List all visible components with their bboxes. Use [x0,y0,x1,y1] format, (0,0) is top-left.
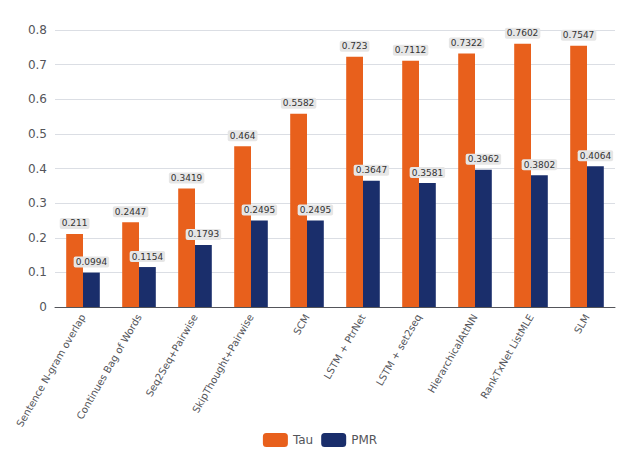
svg-text:PMR: PMR [351,433,377,447]
svg-text:0.0994: 0.0994 [76,257,108,267]
svg-text:0.3962: 0.3962 [468,154,500,164]
svg-text:Continues Bag of Words: Continues Bag of Words [75,312,144,421]
svg-text:0.723: 0.723 [342,41,368,51]
svg-text:LSTM + PtrNet: LSTM + PtrNet [322,312,368,381]
svg-text:0.5: 0.5 [28,127,47,141]
svg-text:SLM: SLM [572,312,592,335]
svg-text:RankTxNet ListMLE: RankTxNet ListMLE [478,312,535,400]
svg-text:Tau: Tau [292,433,313,447]
svg-text:0.7602: 0.7602 [507,28,539,38]
svg-text:0.3: 0.3 [28,196,47,210]
svg-text:HierarchicalAttNN: HierarchicalAttNN [426,312,480,395]
svg-text:0.1154: 0.1154 [132,252,164,262]
svg-text:SkipThought+Pairwise: SkipThought+Pairwise [190,312,255,414]
svg-text:Sentence N-gram overlap: Sentence N-gram overlap [14,312,88,429]
svg-text:0.3581: 0.3581 [412,168,444,178]
svg-text:0.7112: 0.7112 [395,45,427,55]
svg-text:0.464: 0.464 [230,131,256,141]
svg-text:0.2: 0.2 [28,231,47,245]
svg-text:LSTM + set2seq: LSTM + set2seq [374,312,424,387]
svg-text:0.3647: 0.3647 [356,165,388,175]
svg-text:0.2447: 0.2447 [115,207,147,217]
svg-text:0.5582: 0.5582 [283,98,315,108]
svg-text:0.7: 0.7 [28,58,47,72]
svg-text:0.1: 0.1 [28,265,47,279]
svg-text:0.3419: 0.3419 [171,173,203,183]
svg-text:0.2495: 0.2495 [244,205,276,215]
svg-text:0.3802: 0.3802 [524,160,556,170]
svg-text:0.7322: 0.7322 [451,38,483,48]
svg-text:Seq2Seq+Pairwise: Seq2Seq+Pairwise [144,312,200,398]
svg-text:0.2495: 0.2495 [300,205,332,215]
svg-text:0.211: 0.211 [62,218,88,228]
svg-text:0.4: 0.4 [28,162,47,176]
svg-text:0.7547: 0.7547 [563,30,595,40]
svg-text:0: 0 [39,300,47,314]
svg-text:0.8: 0.8 [28,23,47,37]
svg-text:0.6: 0.6 [28,92,47,106]
svg-text:0.4064: 0.4064 [580,151,612,161]
svg-text:0.1793: 0.1793 [188,229,220,239]
svg-text:SCM: SCM [291,312,311,336]
